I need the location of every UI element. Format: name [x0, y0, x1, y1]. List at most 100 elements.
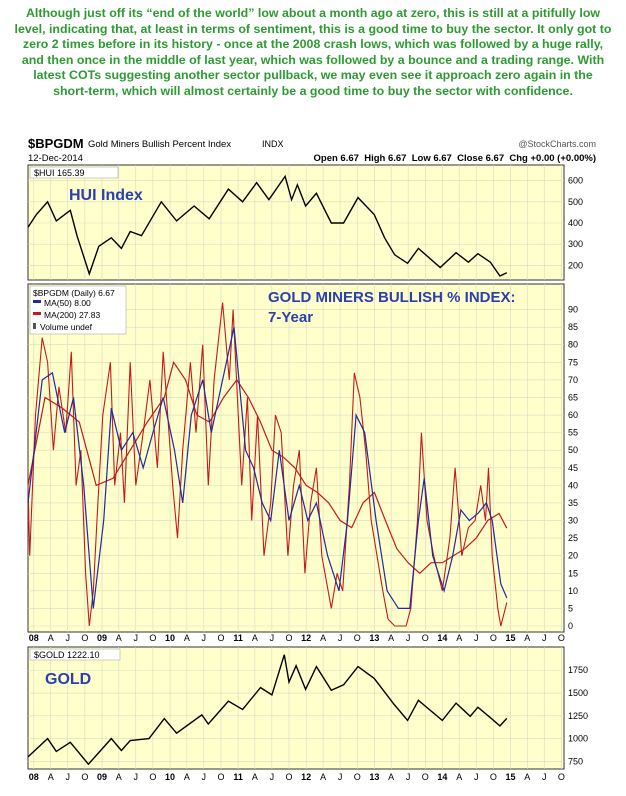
x-tick-label: J [542, 633, 547, 643]
x-tick-label: 12 [301, 772, 311, 782]
y-tick-label: 75 [568, 357, 578, 367]
x-tick-label: A [48, 633, 54, 643]
y-tick-label: 90 [568, 305, 578, 315]
x-tick-label: J [202, 772, 207, 782]
x-tick-label: O [149, 772, 156, 782]
bpgdm-price-line [27, 302, 508, 627]
x-tick-label: 15 [505, 633, 515, 643]
gold-grid [28, 647, 564, 769]
y-tick-label: 1500 [568, 688, 588, 698]
bpgdm-title-line1: GOLD MINERS BULLISH % INDEX: [268, 289, 516, 306]
x-tick-label: O [217, 772, 224, 782]
x-tick-label: O [422, 772, 429, 782]
y-tick-label: 60 [568, 410, 578, 420]
x-tick-label: 14 [437, 772, 447, 782]
x-tick-label: 10 [165, 633, 175, 643]
x-tick-label: 12 [301, 633, 311, 643]
y-tick-label: 500 [568, 197, 583, 207]
x-tick-label: 13 [369, 633, 379, 643]
y-tick-label: 80 [568, 340, 578, 350]
ma200-legend-swatch [33, 312, 41, 315]
bottom-x-axis-labels: 08 A J O 09 A J O 10 A J O 11 A J O 12 A J O 13 A J O 14 A J O 15 A J O [29, 772, 565, 782]
x-tick-label: J [542, 772, 547, 782]
y-tick-label: 1750 [568, 665, 588, 675]
x-tick-label: J [406, 772, 411, 782]
x-tick-label: A [252, 633, 258, 643]
y-tick-label: 300 [568, 239, 583, 249]
hui-y-ticks: 200 300 400 500 600 [568, 176, 583, 271]
gold-legend-label: $GOLD 1222.10 [34, 650, 100, 660]
bpgdm-legend-box [29, 285, 127, 335]
x-tick-label: O [149, 633, 156, 643]
y-tick-label: 1250 [568, 711, 588, 721]
x-tick-label: A [184, 633, 190, 643]
hui-price-line [27, 174, 508, 277]
x-tick-label: 13 [369, 772, 379, 782]
volume-legend-label: Volume undef [40, 322, 93, 332]
y-tick-label: 750 [568, 756, 583, 766]
x-tick-label: O [286, 772, 293, 782]
y-tick-label: 50 [568, 445, 578, 455]
x-tick-label: J [65, 772, 70, 782]
x-tick-label: J [474, 772, 479, 782]
x-tick-label: A [456, 633, 462, 643]
x-tick-label: A [456, 772, 462, 782]
x-tick-label: J [134, 772, 139, 782]
ohlc-readout: Open 6.67 High 6.67 Low 6.67 Close 6.67 … [314, 153, 596, 164]
gold-legend-box [29, 648, 121, 661]
x-tick-label: O [490, 633, 497, 643]
x-tick-label: A [524, 772, 530, 782]
x-tick-label: O [558, 633, 565, 643]
x-tick-label: J [474, 633, 479, 643]
commentary-text: Although just off its “end of the world”… [14, 6, 612, 98]
middle-x-axis-labels: 08 A J O 09 A J O 10 A J O 11 A J O 12 A J O 13 A J O 14 A J O 15 A J O [29, 633, 565, 643]
x-tick-label: 14 [437, 633, 447, 643]
y-tick-label: 65 [568, 392, 578, 402]
x-tick-label: J [270, 772, 275, 782]
x-tick-label: A [320, 772, 326, 782]
gold-price-line [27, 654, 508, 766]
x-tick-label: 10 [165, 772, 175, 782]
y-tick-label: 20 [568, 551, 578, 561]
y-tick-label: 400 [568, 218, 583, 228]
y-tick-label: 40 [568, 480, 578, 490]
x-tick-label: 08 [29, 772, 39, 782]
y-tick-label: 45 [568, 463, 578, 473]
y-tick-label: 600 [568, 176, 583, 186]
ma50-legend-swatch [33, 300, 41, 303]
ma50-legend-label: MA(50) 8.00 [44, 298, 91, 308]
y-tick-label: 1000 [568, 734, 588, 744]
y-tick-label: 10 [568, 586, 578, 596]
x-tick-label: O [490, 772, 497, 782]
bpgdm-title-line2: 7-Year [268, 309, 313, 326]
x-tick-label: A [388, 772, 394, 782]
x-tick-label: 09 [97, 772, 107, 782]
y-tick-label: 55 [568, 428, 578, 438]
hui-legend-box [29, 166, 119, 179]
x-tick-label: 11 [233, 633, 243, 643]
x-tick-label: O [286, 633, 293, 643]
x-tick-label: O [354, 772, 361, 782]
x-tick-label: J [338, 633, 343, 643]
x-tick-label: A [116, 633, 122, 643]
x-tick-label: 15 [505, 772, 515, 782]
y-tick-label: 5 [568, 603, 573, 613]
y-tick-label: 30 [568, 516, 578, 526]
y-tick-label: 35 [568, 498, 578, 508]
x-tick-label: J [65, 633, 70, 643]
y-tick-label: 0 [568, 621, 573, 631]
x-tick-label: O [217, 633, 224, 643]
y-tick-label: 25 [568, 533, 578, 543]
x-tick-label: A [116, 772, 122, 782]
x-tick-label: 09 [97, 633, 107, 643]
x-tick-label: J [338, 772, 343, 782]
x-tick-label: J [270, 633, 275, 643]
x-tick-label: O [81, 772, 88, 782]
y-tick-label: 15 [568, 568, 578, 578]
x-tick-label: A [320, 633, 326, 643]
chart-name: Gold Miners Bullish Percent Index [88, 139, 231, 150]
bpgdm-y-ticks: 0 5 10 15 20 25 30 35 40 45 50 55 60 65 70 75 80 85 90 [568, 305, 578, 631]
hui-panel [27, 164, 565, 281]
x-tick-label: O [558, 772, 565, 782]
y-tick-label: 85 [568, 322, 578, 332]
